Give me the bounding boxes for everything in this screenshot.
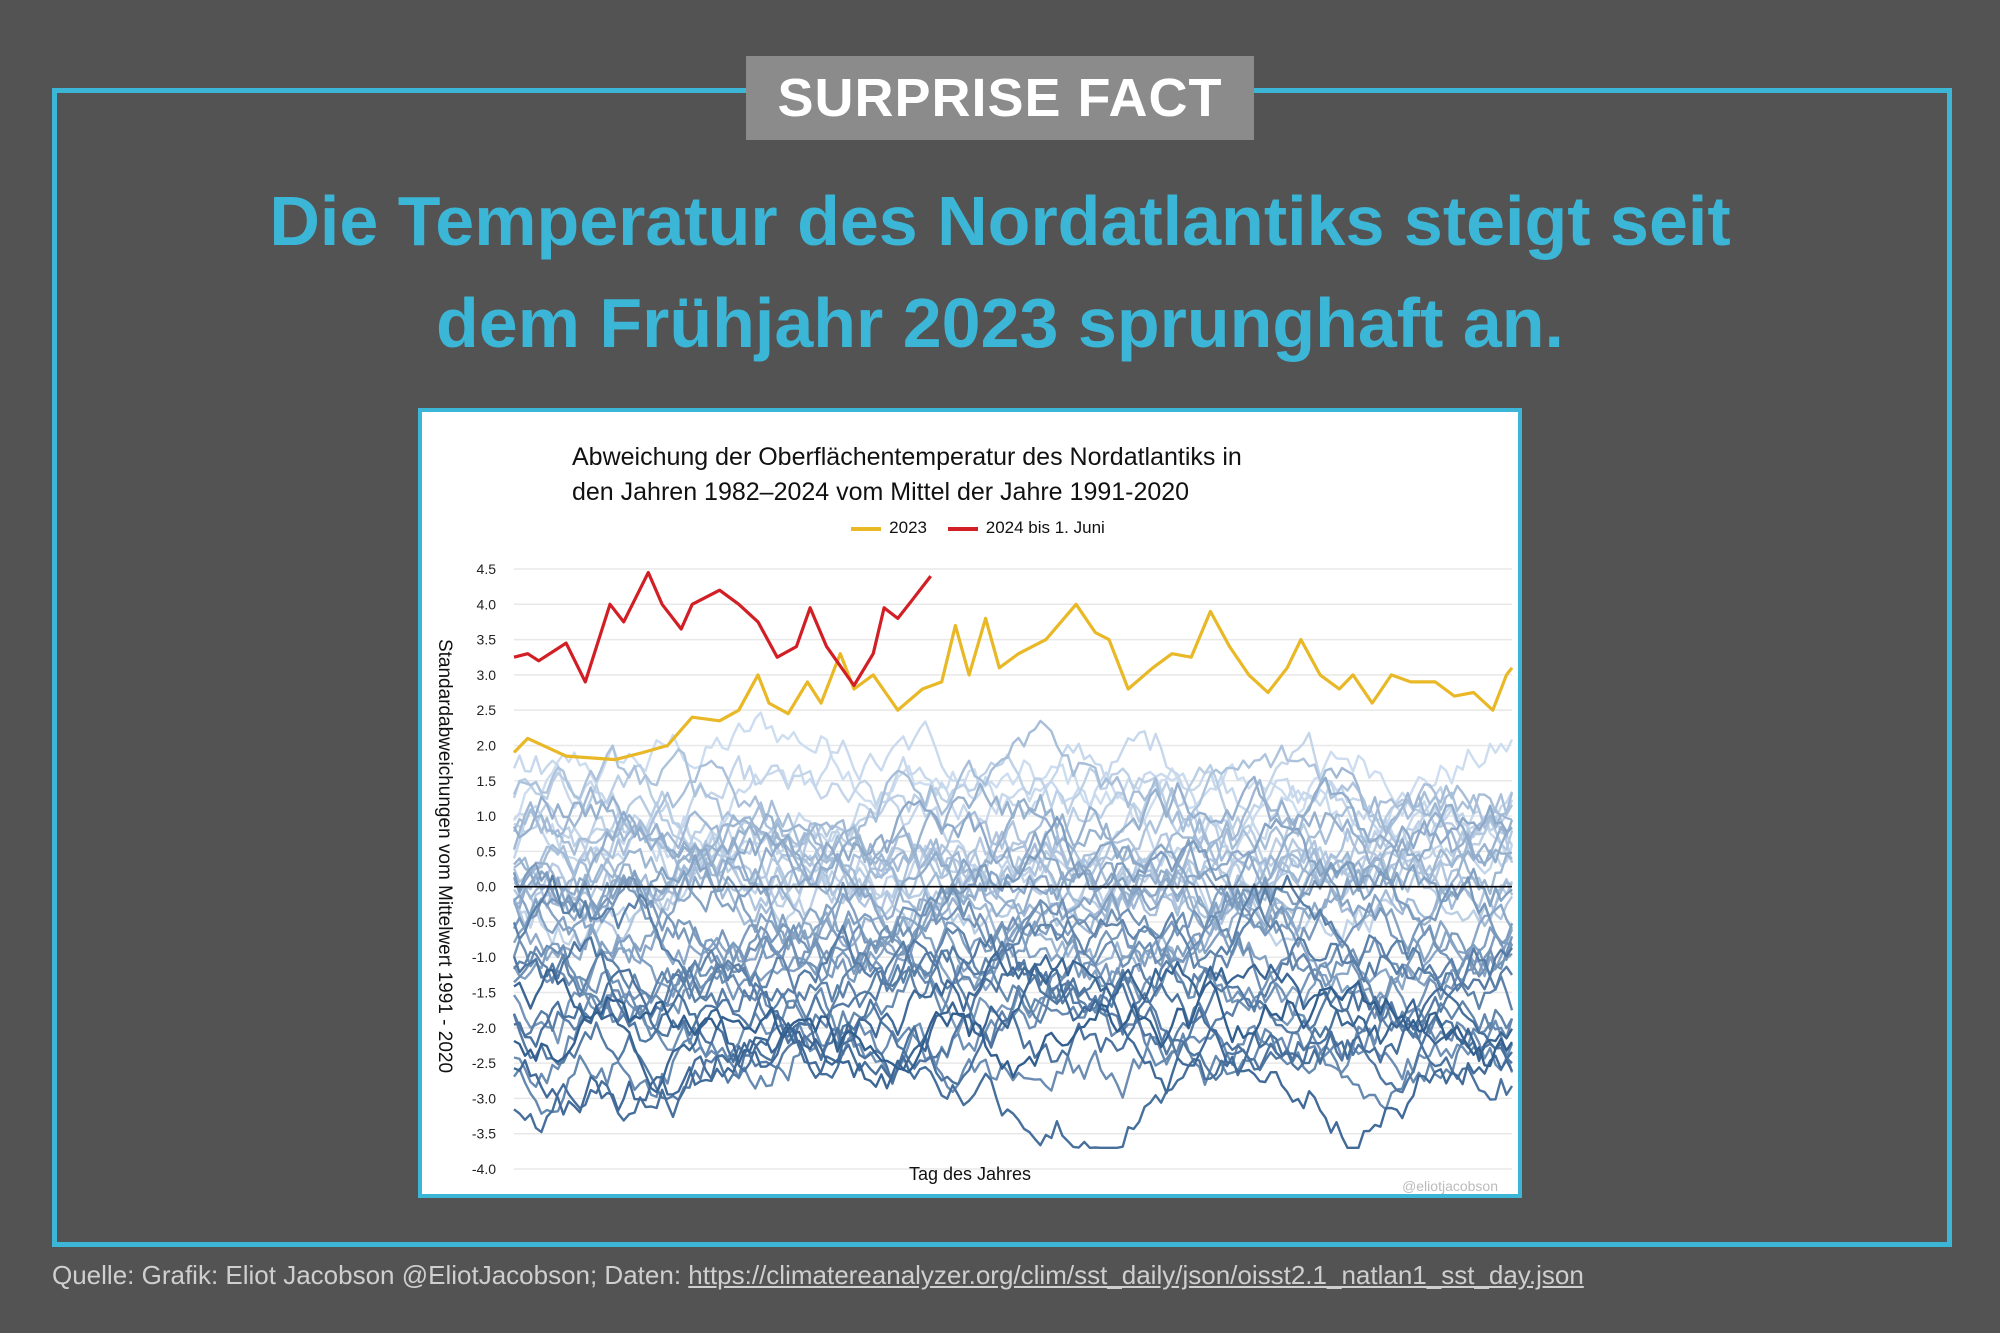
chart: 4.5 4.0 3.5 3.0 2.5 2.0 1.5 1.0 0.5 0.0 -0.5 -1.0 -1… <box>418 408 1522 1198</box>
series-line-2001 <box>513 818 1514 992</box>
y-tick-label: 2.0 <box>477 737 497 753</box>
y-tick-label: -2.5 <box>472 1055 496 1071</box>
series-line-2010 <box>512 719 1514 887</box>
y-tick-label: -1.0 <box>472 949 496 965</box>
series-line-2002 <box>512 840 1514 991</box>
chart-title-line-2: den Jahren 1982–2024 vom Mittel der Jahr… <box>572 478 1190 506</box>
series-line-2023 <box>512 602 1514 762</box>
series-line-1985 <box>513 986 1513 1149</box>
series-line-2004 <box>513 776 1513 939</box>
series-line-2005 <box>512 775 1513 949</box>
series-line-2011 <box>513 759 1514 917</box>
watermark: @eliotjacobson <box>1402 1178 1498 1194</box>
y-tick-label: 3.5 <box>477 632 497 648</box>
source-footer: Quelle: Grafik: Eliot Jacobson @EliotJac… <box>52 1260 1584 1291</box>
series-line-1982 <box>513 980 1514 1079</box>
series-line-1998 <box>512 815 1514 979</box>
series-line-2003 <box>512 799 1513 962</box>
chart-plot: 4.5 4.0 3.5 3.0 2.5 2.0 1.5 1.0 0.5 0.0 -0.5 -1.0 -1… <box>472 561 1514 1177</box>
x-axis-label: Tag des Jahres <box>908 1164 1032 1184</box>
series-line-1987 <box>512 936 1513 1094</box>
series-line-1997 <box>512 876 1514 1034</box>
series-line-2008 <box>512 766 1513 935</box>
y-tick-label: 1.0 <box>477 808 497 824</box>
y-tick-label: 1.5 <box>477 773 497 789</box>
series-line-2024 <box>513 570 932 688</box>
series-line-1989 <box>512 924 1513 1046</box>
legend-label-2023: 2023 <box>889 518 927 537</box>
legend-label-2024: 2024 bis 1. Juni <box>985 518 1105 537</box>
y-tick-label: -4.0 <box>472 1161 496 1177</box>
headline-line-2: dem Frühjahr 2023 sprunghaft an. <box>436 284 1564 362</box>
y-tick-label: -0.5 <box>472 914 496 930</box>
headline: Die Temperatur des Nordatlantiks steigt … <box>60 170 1940 374</box>
chart-title: Abweichung der Oberflächentemperatur des… <box>572 440 1242 510</box>
source-text: Quelle: Grafik: Eliot Jacobson @EliotJac… <box>52 1260 689 1290</box>
y-tick-label: -2.0 <box>472 1020 496 1036</box>
headline-line-1: Die Temperatur des Nordatlantiks steigt … <box>269 182 1731 260</box>
series-line-1983 <box>513 957 1514 1094</box>
series-line-1996 <box>513 901 1513 1045</box>
chart-legend: 2023 2024 bis 1. Juni <box>422 518 1518 538</box>
surprise-fact-badge: SURPRISE FACT <box>746 56 1254 140</box>
source-link[interactable]: https://climatereanalyzer.org/clim/sst_d… <box>688 1260 1584 1290</box>
y-tick-label: 4.5 <box>477 561 497 577</box>
y-tick-label: 4.0 <box>477 596 497 612</box>
y-tick-label: -1.5 <box>472 985 496 1001</box>
y-tick-label: 0.5 <box>477 843 497 859</box>
y-tick-label: 3.0 <box>477 667 497 683</box>
legend-swatch-2023 <box>851 526 882 531</box>
series-line-1990 <box>512 874 1514 1046</box>
series-line-2006 <box>513 782 1514 933</box>
y-tick-label: -3.0 <box>472 1090 496 1106</box>
series-line-1984 <box>513 950 1514 1149</box>
chart-title-line-1: Abweichung der Oberflächentemperatur des… <box>572 443 1242 471</box>
legend-swatch-2024 <box>947 526 978 531</box>
y-axis-label: Standardabweichungen vom Mittelwert 1991… <box>434 638 455 1074</box>
y-tick-label: -3.5 <box>472 1126 496 1142</box>
y-tick-label: 2.5 <box>477 702 497 718</box>
series-line-2022 <box>513 711 1514 830</box>
y-tick-label: 0.0 <box>477 879 497 895</box>
